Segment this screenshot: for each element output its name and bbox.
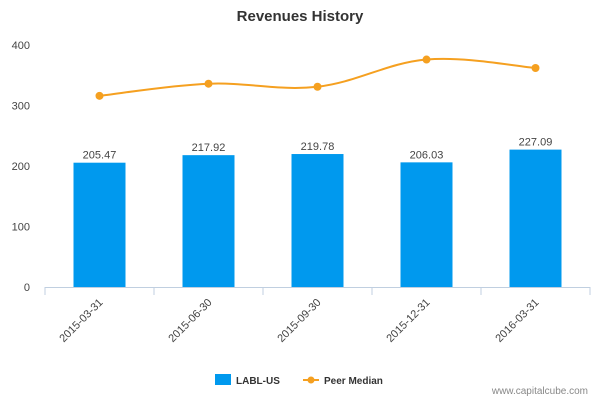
bar <box>182 155 235 287</box>
legend: LABL-US Peer Median <box>215 374 383 387</box>
bar <box>509 149 562 287</box>
bar-data-label: 206.03 <box>410 149 444 161</box>
peer-median-point <box>313 82 322 91</box>
x-tick-label: 2015-09-30 <box>275 297 323 345</box>
y-tick-label: 300 <box>12 101 30 113</box>
watermark: www.capitalcube.com <box>491 386 588 397</box>
x-axis: 2015-03-31 2015-06-30 2015-09-30 2015-12-31… <box>44 287 591 345</box>
x-tick-label: 2016-03-31 <box>493 297 541 345</box>
bar-data-label: 217.92 <box>192 142 226 154</box>
bar-series <box>73 149 562 287</box>
bar-data-labels: 205.47 217.92 219.78 206.03 227.09 <box>83 137 553 162</box>
chart-title: Revenues History <box>237 8 364 25</box>
y-tick-label: 400 <box>12 40 30 52</box>
y-axis: 0 100 200 300 400 <box>12 40 30 294</box>
peer-median-point <box>422 55 431 64</box>
bar-data-label: 205.47 <box>83 150 117 162</box>
legend-swatch-labl-us <box>215 374 231 385</box>
x-tick-label: 2015-12-31 <box>384 297 432 345</box>
x-tick-label: 2015-03-31 <box>57 297 105 345</box>
x-tick-label: 2015-06-30 <box>166 297 214 345</box>
y-tick-label: 0 <box>24 282 30 294</box>
bar <box>73 162 126 287</box>
peer-median-point <box>531 63 540 72</box>
peer-median-point <box>204 79 213 88</box>
legend-label-peer-median: Peer Median <box>324 376 383 387</box>
y-tick-label: 100 <box>12 222 30 234</box>
bar <box>291 154 344 287</box>
y-tick-label: 200 <box>12 161 30 173</box>
bar-data-label: 219.78 <box>301 141 335 153</box>
bar <box>400 162 453 287</box>
legend-label-labl-us: LABL-US <box>236 376 280 387</box>
peer-median-series <box>95 55 540 100</box>
peer-median-point <box>95 91 104 100</box>
bar-data-label: 227.09 <box>519 137 553 149</box>
legend-marker-peer-median <box>307 376 315 384</box>
